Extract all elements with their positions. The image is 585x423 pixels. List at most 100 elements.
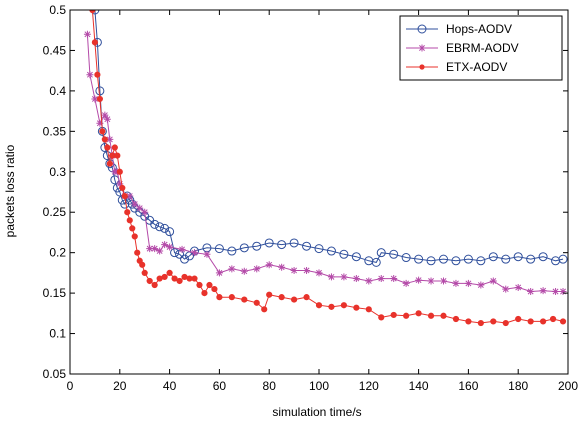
data-point (157, 276, 162, 281)
data-point (107, 161, 112, 166)
x-tick-label: 80 (263, 379, 277, 393)
data-point (328, 273, 335, 280)
data-point (291, 267, 298, 274)
data-point (303, 267, 310, 274)
data-point (156, 248, 163, 255)
data-point (216, 269, 223, 276)
x-tick-label: 20 (113, 379, 127, 393)
data-point (378, 275, 385, 282)
data-point (92, 40, 97, 45)
x-tick-label: 180 (508, 379, 528, 393)
data-point (166, 244, 173, 251)
data-point (228, 265, 235, 272)
data-point (191, 249, 198, 256)
data-point (428, 277, 435, 284)
data-point (560, 288, 567, 295)
data-point (115, 153, 120, 158)
data-point (110, 153, 115, 158)
data-point (104, 116, 111, 123)
data-point (292, 297, 297, 302)
data-point (131, 201, 138, 208)
data-point (140, 262, 145, 267)
data-point (120, 185, 125, 190)
data-point (515, 284, 522, 291)
data-point (100, 129, 105, 134)
x-tick-label: 0 (67, 379, 74, 393)
data-point (428, 313, 433, 318)
data-point (172, 276, 177, 281)
data-point (130, 226, 135, 231)
data-point (105, 145, 110, 150)
data-point (353, 275, 360, 282)
data-point (147, 278, 152, 283)
data-point (316, 269, 323, 276)
data-point (112, 145, 117, 150)
x-tick-label: 120 (359, 379, 379, 393)
data-point (278, 264, 285, 271)
data-point (266, 261, 273, 268)
y-tick-label: 0.5 (49, 3, 66, 17)
data-point (304, 295, 309, 300)
data-point (416, 311, 421, 316)
data-point (379, 315, 384, 320)
data-point (212, 286, 217, 291)
data-point (136, 205, 143, 212)
data-point (366, 307, 371, 312)
data-point (559, 255, 567, 263)
y-tick-label: 0.25 (43, 205, 67, 219)
data-point (84, 31, 91, 38)
data-point (403, 280, 410, 287)
y-tick-label: 0.45 (43, 43, 67, 57)
data-point (466, 319, 471, 324)
data-point (453, 316, 458, 321)
x-tick-label: 40 (163, 379, 177, 393)
data-point (254, 300, 259, 305)
data-point (541, 319, 546, 324)
data-point (502, 286, 509, 293)
data-point (132, 234, 137, 239)
y-tick-label: 0.35 (43, 124, 67, 138)
data-point (550, 316, 555, 321)
data-point (95, 72, 100, 77)
data-point (203, 251, 210, 258)
data-point (192, 276, 197, 281)
y-tick-label: 0.1 (49, 327, 66, 341)
data-point (279, 295, 284, 300)
x-tick-label: 160 (458, 379, 478, 393)
data-point (86, 71, 93, 78)
data-point (365, 277, 372, 284)
data-point (97, 96, 102, 101)
data-point (441, 313, 446, 318)
data-point (552, 288, 559, 295)
data-point (179, 246, 186, 253)
data-point (516, 316, 521, 321)
data-point (560, 319, 565, 324)
data-point (503, 320, 508, 325)
data-point (477, 282, 484, 289)
data-point (242, 297, 247, 302)
x-tick-label: 200 (558, 379, 578, 393)
y-tick-label: 0.2 (49, 246, 66, 260)
data-point (391, 312, 396, 317)
data-point (354, 305, 359, 310)
data-point (404, 313, 409, 318)
x-tick-label: 140 (409, 379, 429, 393)
data-point (478, 320, 483, 325)
data-point (340, 273, 347, 280)
data-point (229, 295, 234, 300)
data-point (527, 288, 534, 295)
data-point (390, 275, 397, 282)
data-point (452, 280, 459, 287)
data-point (415, 277, 422, 284)
x-tick-label: 60 (213, 379, 227, 393)
data-point (135, 250, 140, 255)
legend-label: ETX-AODV (446, 60, 507, 74)
data-point (329, 304, 334, 309)
data-point (127, 218, 132, 223)
data-point (262, 307, 267, 312)
data-point (197, 282, 202, 287)
data-point (207, 282, 212, 287)
data-point (117, 169, 122, 174)
data-point (341, 303, 346, 308)
